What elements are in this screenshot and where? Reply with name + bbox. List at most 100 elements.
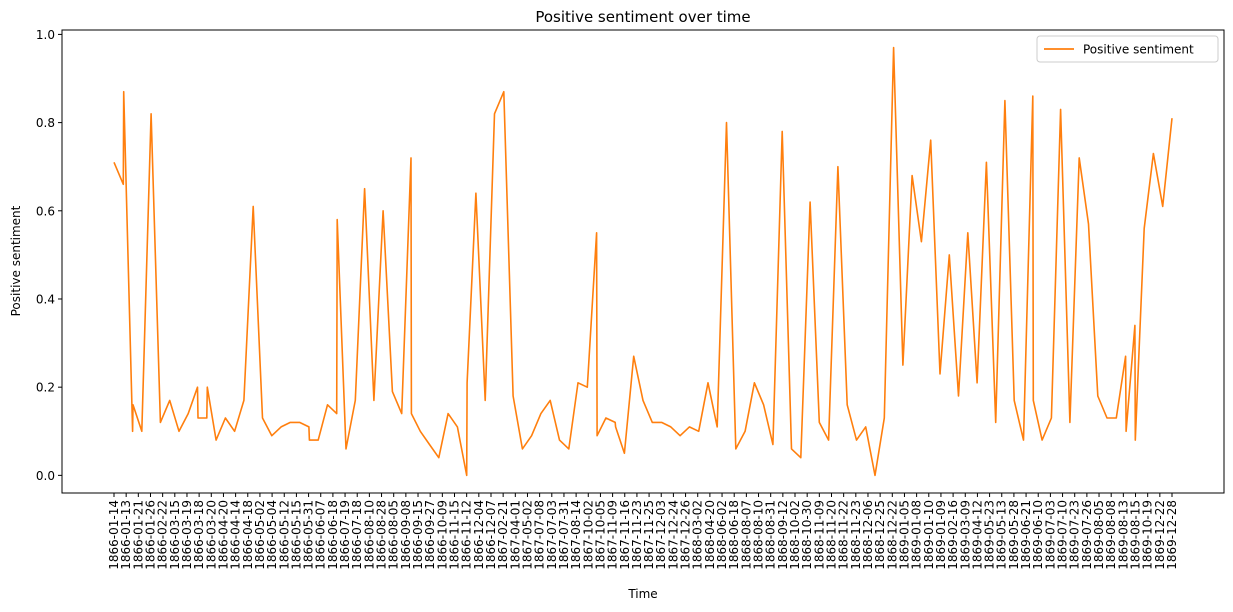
y-tick-label: 0.0 [36, 469, 55, 483]
x-tick-label: 1868-12-06 [861, 500, 875, 570]
x-tick-label: 1866-09-08 [399, 500, 413, 570]
x-tick-label: 1869-06-10 [1031, 500, 1045, 570]
x-tick-label: 1867-07-03 [545, 500, 559, 570]
x-tick-label: 1868-03-02 [691, 500, 705, 570]
x-tick-label: 1868-09-12 [776, 500, 790, 570]
x-tick-label: 1866-03-19 [180, 500, 194, 570]
plot-frame [61, 29, 1225, 494]
legend-label-positive-sentiment: Positive sentiment [1083, 43, 1194, 57]
y-tick-label: 0.8 [36, 116, 55, 130]
y-tick-label: 0.2 [36, 381, 55, 395]
x-tick-label: 1868-11-20 [824, 500, 838, 570]
x-tick-label: 1866-01-14 [107, 500, 121, 570]
x-tick-label: 1866-12-04 [472, 500, 486, 570]
x-tick-label: 1867-12-03 [654, 500, 668, 570]
x-tick-label: 1869-03-09 [958, 500, 972, 570]
x-tick-label: 1866-03-15 [168, 500, 182, 570]
x-tick-label: 1867-07-31 [557, 500, 571, 570]
y-tick-label: 0.6 [36, 204, 55, 218]
x-tick-label: 1868-10-30 [800, 500, 814, 570]
x-tick-label: 1866-01-26 [143, 500, 157, 570]
x-tick-label: 1868-12-25 [873, 500, 887, 570]
x-tick-label: 1866-04-14 [229, 500, 243, 570]
x-tick-label: 1866-08-28 [375, 500, 389, 570]
y-axis-ticks: 0.0 0.2 0.4 0.6 0.8 1.0 [36, 28, 62, 483]
x-tick-label: 1866-11-15 [448, 500, 462, 570]
x-tick-label: 1866-07-18 [350, 500, 364, 570]
x-tick-label: 1866-05-02 [253, 500, 267, 570]
x-tick-label: 1869-01-09 [934, 500, 948, 570]
x-tick-label: 1868-08-31 [764, 500, 778, 570]
x-axis-ticks: 1866-01-141866-01-131866-01-211866-01-26… [107, 493, 1179, 570]
x-tick-label: 1866-01-21 [131, 500, 145, 570]
x-tick-label: 1867-08-14 [569, 500, 583, 570]
series-line-positive-sentiment [113, 46, 1173, 477]
x-tick-label: 1867-11-09 [606, 500, 620, 570]
x-tick-label: 1869-08-08 [1104, 500, 1118, 570]
x-tick-label: 1869-07-23 [1068, 500, 1082, 570]
x-tick-label: 1867-02-21 [496, 500, 510, 570]
x-tick-label: 1867-10-05 [593, 500, 607, 570]
x-tick-label: 1866-05-04 [265, 500, 279, 570]
x-tick-label: 1869-07-10 [1056, 500, 1070, 570]
x-tick-label: 1866-09-27 [423, 500, 437, 570]
x-tick-label: 1869-10-19 [1141, 500, 1155, 570]
legend: Positive sentiment [1036, 35, 1219, 63]
x-tick-label: 1868-10-02 [788, 500, 802, 570]
x-tick-label: 1866-03-18 [192, 500, 206, 570]
x-tick-label: 1867-11-23 [630, 500, 644, 570]
x-tick-label: 1868-11-22 [837, 500, 851, 570]
x-tick-label: 1866-09-15 [411, 500, 425, 570]
x-tick-label: 1866-06-18 [326, 500, 340, 570]
x-tick-label: 1868-04-20 [703, 500, 717, 570]
x-tick-label: 1866-05-31 [302, 500, 316, 570]
x-tick-label: 1868-08-07 [739, 500, 753, 570]
x-tick-label: 1868-06-02 [715, 500, 729, 570]
x-tick-label: 1866-10-09 [435, 500, 449, 570]
x-tick-label: 1867-12-26 [679, 500, 693, 570]
x-tick-label: 1869-05-23 [983, 500, 997, 570]
x-tick-label: 1866-05-15 [289, 500, 303, 570]
x-tick-label: 1867-12-24 [666, 500, 680, 570]
x-tick-label: 1867-11-25 [642, 500, 656, 570]
x-tick-label: 1869-05-13 [995, 500, 1009, 570]
x-tick-label: 1867-07-08 [533, 500, 547, 570]
x-tick-label: 1867-05-02 [520, 500, 534, 570]
x-tick-label: 1868-12-22 [885, 500, 899, 570]
x-tick-label: 1867-04-01 [508, 500, 522, 570]
y-tick-label: 1.0 [36, 28, 55, 42]
x-tick-label: 1866-08-10 [362, 500, 376, 570]
x-tick-label: 1869-04-12 [970, 500, 984, 570]
x-tick-label: 1866-05-12 [277, 500, 291, 570]
x-tick-label: 1869-07-26 [1080, 500, 1094, 570]
x-tick-label: 1869-12-28 [1165, 500, 1179, 570]
x-tick-label: 1866-04-20 [216, 500, 230, 570]
legend-box [1036, 35, 1219, 63]
x-tick-label: 1869-02-16 [946, 500, 960, 570]
x-tick-label: 1866-11-12 [460, 500, 474, 570]
x-tick-label: 1866-07-19 [338, 500, 352, 570]
x-tick-label: 1868-11-23 [849, 500, 863, 570]
x-tick-label: 1869-08-15 [1129, 500, 1143, 570]
x-tick-label: 1868-06-18 [727, 500, 741, 570]
x-tick-label: 1866-01-13 [119, 500, 133, 570]
x-tick-label: 1869-01-05 [897, 500, 911, 570]
x-tick-label: 1869-12-22 [1153, 500, 1167, 570]
x-tick-label: 1866-06-07 [314, 500, 328, 570]
x-tick-label: 1866-02-22 [156, 500, 170, 570]
x-tick-label: 1869-07-03 [1043, 500, 1057, 570]
y-tick-label: 0.4 [36, 292, 55, 306]
x-axis-label: Time [627, 587, 657, 601]
x-tick-label: 1869-05-28 [1007, 500, 1021, 570]
x-tick-label: 1866-03-20 [204, 500, 218, 570]
chart-title: Positive sentiment over time [535, 8, 750, 26]
x-tick-label: 1868-11-09 [812, 500, 826, 570]
x-tick-label: 1869-01-10 [922, 500, 936, 570]
x-tick-label: 1869-01-08 [910, 500, 924, 570]
x-tick-label: 1869-08-05 [1092, 500, 1106, 570]
x-tick-label: 1866-08-05 [387, 500, 401, 570]
x-tick-label: 1866-12-07 [484, 500, 498, 570]
x-tick-label: 1867-11-16 [618, 500, 632, 570]
x-tick-label: 1869-06-21 [1019, 500, 1033, 570]
